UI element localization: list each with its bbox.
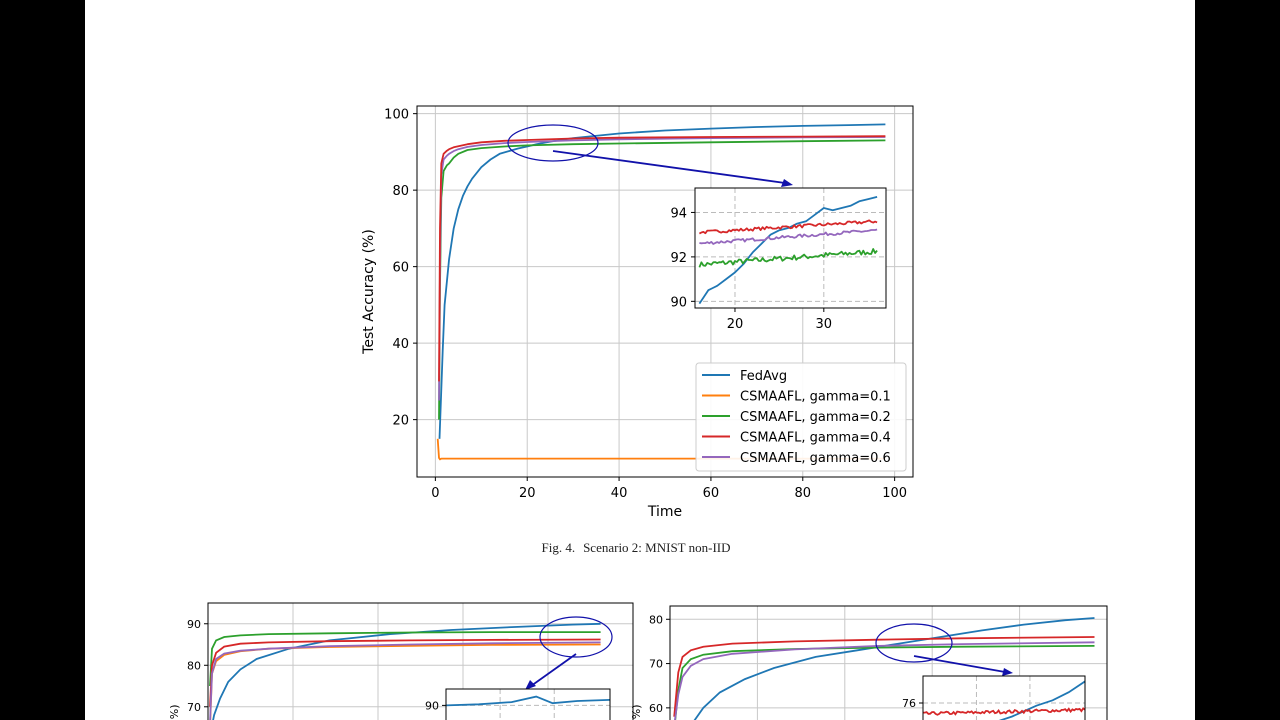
lower-left-inset-frame [445,688,611,720]
lower-right-zoom-arrow-head [1002,668,1013,676]
lower-right-series-group [673,617,1095,720]
main-ytick-label: 80 [392,184,409,199]
main-ytick-label: 60 [392,261,409,276]
lower-right-ytick-label: 70 [649,658,663,671]
lower-left-series-line-g02 [209,631,601,687]
zoom-arrow-line [552,150,786,184]
inset-series-line-g04 [698,219,878,235]
lower-right-ytick-label: 80 [649,613,663,626]
main-xtick-label: 40 [611,486,628,501]
inset-frame [694,187,887,309]
legend-label-g04: CSMAAFL, gamma=0.4 [740,431,891,446]
lower-right-series-line-fedavg [693,617,1095,720]
main-ytick-label: 20 [392,414,409,429]
main-series-group [436,123,886,461]
inset-ytick-label: 90 [670,295,687,310]
lower-left-ytick-label: 80 [187,659,201,672]
caption-label: Fig. 4. [541,540,576,555]
main-xtick-label: 60 [703,486,720,501]
inset-series-line-g02 [698,248,878,268]
inset-series-line-fedavg [698,196,878,305]
lower-left-inset-ytick-label: 90 [425,699,439,712]
lower-left-inset-series-group [446,695,610,707]
main-plot-frame [416,105,914,478]
lower-right-series-line-g06 [674,641,1095,720]
inset-ytick-label: 92 [670,251,687,266]
lower-right-zoom-arrow-line [913,655,1006,673]
lower-left-inset-series-line-fedavg [446,695,610,707]
legend-label-g01: CSMAAFL, gamma=0.1 [740,390,891,405]
legend-box [695,362,907,472]
inset-background [695,188,886,308]
main-xtick-label: 80 [795,486,812,501]
caption-text: Scenario 2: MNIST non-IID [583,540,731,555]
inset-xtick-label: 30 [816,317,833,332]
figure-canvas: 0 20 40 60 80 100 20 40 60 80 100 Time Test Accuracy… [168,105,1108,720]
main-x-axis-label: Time [647,504,682,520]
figure-caption: Fig. 4. Scenario 2: MNIST non-IID [85,540,1195,556]
lower-right-inset-ytick-label: 76 [902,697,916,710]
zoom-ellipse [507,124,599,162]
lower-left-series-group [209,622,601,720]
lower-left-series-line-g06 [209,641,601,720]
lower-left-plot-frame [207,602,634,720]
main-series-line-g02 [438,139,886,420]
lower-right-inset-background [923,676,1085,720]
lower-right-plot-frame [669,605,1108,720]
lower-right-inset-series-group [923,680,1085,720]
lower-right-series-line-g02 [674,645,1095,720]
zoom-arrow-head [781,179,793,187]
inset-series-group [698,196,878,305]
lower-right-ytick-label: 60 [649,702,663,715]
lower-right-y-axis-label: (%) [630,704,643,720]
lower-right-inset-frame [922,675,1086,720]
document-page: 0 20 40 60 80 100 20 40 60 80 100 Time Test Accuracy… [85,0,1195,720]
legend-label-fedavg: FedAvg [740,369,787,384]
main-ytick-label: 100 [384,108,409,123]
legend-label-g02: CSMAAFL, gamma=0.2 [740,410,891,425]
inset-xtick-label: 20 [727,317,744,332]
lower-right-inset-series-line-g04 [923,707,1085,716]
lower-right-series-line-g04 [673,636,1095,717]
legend-label-g06: CSMAAFL, gamma=0.6 [740,451,891,466]
lower-right-inset-series-line-fedavg [998,680,1085,720]
lower-left-zoom-arrow-line [530,653,577,687]
lower-left-ytick-label: 90 [187,618,201,631]
lower-left-ytick-label: 70 [187,701,201,714]
main-series-line-g06 [438,136,886,401]
lower-left-series-line-g04 [209,638,601,707]
main-ytick-label: 40 [392,337,409,352]
main-xtick-label: 0 [431,486,439,501]
main-xtick-label: 20 [519,486,536,501]
lower-left-zoom-arrow-head [525,680,536,690]
main-series-line-g04 [438,135,886,382]
main-series-line-fedavg [438,123,886,439]
lower-right-zoom-ellipse [875,623,953,663]
lower-left-y-axis-label: (%) [168,704,181,720]
inset-ytick-label: 94 [670,206,687,221]
main-xtick-label: 100 [882,486,907,501]
lower-left-zoom-ellipse [539,616,613,658]
inset-series-line-g06 [699,228,878,245]
main-y-axis-label: Test Accuracy (%) [361,229,377,355]
